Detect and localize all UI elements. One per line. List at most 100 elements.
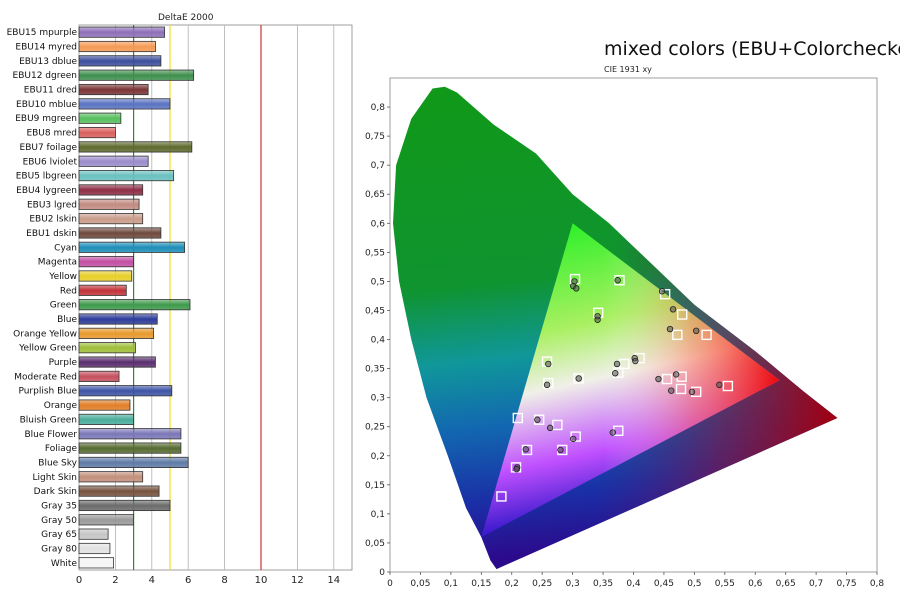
bar bbox=[78, 370, 120, 382]
x-tick-label: 0,45 bbox=[654, 579, 674, 589]
bar bbox=[78, 342, 136, 354]
category-label: Foliage bbox=[45, 444, 78, 454]
bar bbox=[78, 428, 182, 440]
bar bbox=[78, 127, 116, 139]
bar bbox=[78, 456, 189, 468]
x-tick-label: 0,5 bbox=[687, 579, 701, 589]
measured-marker bbox=[557, 446, 564, 454]
bar bbox=[78, 112, 122, 124]
bar bbox=[78, 155, 149, 167]
target-marker bbox=[552, 419, 563, 431]
category-label: Bluish Green bbox=[20, 415, 77, 425]
y-tick-label: 0,65 bbox=[365, 190, 385, 200]
bar bbox=[78, 557, 114, 569]
category-label: EBU4 lygreen bbox=[16, 186, 77, 196]
x-tick-label: 0,15 bbox=[471, 579, 491, 589]
measured-marker bbox=[666, 325, 674, 333]
category-label: Yellow bbox=[48, 272, 77, 282]
measured-marker bbox=[716, 381, 723, 389]
gamut-triangle-overlay bbox=[481, 223, 780, 538]
measured-marker bbox=[573, 285, 580, 292]
x-tick-label: 0,55 bbox=[715, 579, 735, 589]
x-tick-label: 4 bbox=[149, 575, 155, 586]
category-label: Light Skin bbox=[33, 473, 77, 483]
measured-marker bbox=[534, 416, 541, 423]
category-label: Gray 65 bbox=[41, 530, 77, 540]
bar bbox=[78, 241, 185, 253]
measured-marker bbox=[545, 360, 552, 368]
category-label: Moderate Red bbox=[14, 372, 77, 382]
x-tick-label: 0 bbox=[387, 579, 393, 589]
measured-marker bbox=[543, 381, 551, 389]
y-tick-label: 0,6 bbox=[371, 219, 386, 229]
x-tick-label: 2 bbox=[112, 575, 118, 586]
category-label: EBU3 lgred bbox=[27, 200, 77, 210]
category-label: Blue Sky bbox=[38, 458, 77, 468]
x-tick-label: 0,4 bbox=[626, 579, 641, 589]
category-label: EBU9 mgreen bbox=[15, 114, 77, 124]
category-label: Green bbox=[50, 301, 77, 311]
category-label: Gray 50 bbox=[41, 516, 77, 526]
measured-marker bbox=[522, 446, 529, 453]
y-tick-label: 0,3 bbox=[371, 394, 385, 404]
measured-marker bbox=[612, 370, 619, 377]
bar bbox=[78, 442, 182, 454]
bar bbox=[78, 299, 191, 311]
bar bbox=[78, 399, 131, 411]
y-tick-label: 0,5 bbox=[371, 277, 385, 287]
x-tick-label: 0,25 bbox=[532, 579, 552, 589]
y-tick-label: 0,4 bbox=[371, 336, 386, 346]
bar bbox=[78, 485, 160, 497]
category-label: EBU2 lskin bbox=[29, 215, 77, 225]
category-label: EBU11 dred bbox=[24, 86, 77, 96]
y-tick-label: 0,2 bbox=[371, 452, 385, 462]
bar bbox=[78, 542, 111, 555]
category-label: Blue Flower bbox=[24, 430, 77, 440]
measured-marker bbox=[672, 371, 680, 378]
measured-marker bbox=[570, 435, 577, 443]
target-marker bbox=[659, 288, 671, 300]
category-label: Purplish Blue bbox=[18, 387, 77, 397]
measured-marker bbox=[609, 429, 617, 436]
y-tick-label: 0,45 bbox=[365, 306, 385, 316]
category-label: Red bbox=[60, 286, 77, 296]
measured-marker bbox=[594, 316, 601, 323]
category-label: EBU15 mpurple bbox=[7, 28, 78, 38]
x-tick-label: 0,3 bbox=[565, 579, 579, 589]
bar bbox=[78, 83, 149, 96]
bar bbox=[78, 270, 133, 282]
category-label: Purple bbox=[49, 358, 78, 368]
cie-chart-subtitle: CIE 1931 xy bbox=[604, 65, 652, 74]
x-tick-label: 0,1 bbox=[444, 579, 458, 589]
y-tick-label: 0,05 bbox=[365, 539, 385, 549]
bar bbox=[78, 170, 175, 182]
target-marker bbox=[672, 329, 683, 341]
category-label: Gray 35 bbox=[41, 501, 77, 511]
category-label: Orange bbox=[44, 401, 78, 411]
bar bbox=[78, 356, 156, 368]
bar bbox=[78, 256, 134, 268]
bar bbox=[78, 514, 134, 526]
measured-marker bbox=[688, 388, 696, 396]
y-tick-label: 0,55 bbox=[365, 248, 385, 258]
bar-chart-title: DeltaE 2000 bbox=[158, 13, 214, 23]
target-marker bbox=[675, 383, 687, 395]
measured-marker bbox=[575, 375, 582, 382]
y-tick-label: 0,15 bbox=[365, 481, 385, 491]
measured-marker bbox=[658, 288, 666, 295]
y-tick-label: 0,35 bbox=[365, 365, 385, 375]
y-tick-label: 0 bbox=[379, 568, 385, 578]
measured-marker bbox=[632, 357, 639, 365]
bar bbox=[78, 141, 193, 153]
category-label: Cyan bbox=[54, 243, 77, 253]
x-tick-label: 0,35 bbox=[593, 579, 613, 589]
bar bbox=[78, 184, 144, 196]
category-label: EBU1 dskin bbox=[26, 229, 77, 239]
bar bbox=[78, 313, 158, 325]
y-tick-label: 0,8 bbox=[371, 103, 386, 113]
bar bbox=[78, 528, 109, 540]
measured-marker bbox=[614, 277, 621, 284]
x-tick-label: 8 bbox=[221, 575, 227, 586]
deltae-bar-chart: 0 2 4 6 8 10 12 14 EBU15 mpurple EBU14 myred EBU13… bbox=[7, 24, 353, 586]
bar bbox=[78, 413, 134, 425]
